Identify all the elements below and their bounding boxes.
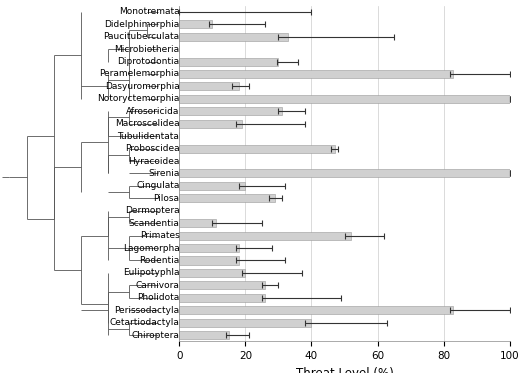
Bar bbox=[179, 294, 265, 302]
Bar bbox=[179, 33, 289, 41]
Text: Rodentia: Rodentia bbox=[139, 256, 179, 265]
Bar bbox=[179, 257, 239, 264]
Bar bbox=[179, 57, 279, 66]
Bar bbox=[179, 319, 311, 327]
Bar bbox=[179, 269, 245, 277]
Bar bbox=[179, 70, 453, 78]
Text: Eulipotyphla: Eulipotyphla bbox=[123, 269, 179, 278]
Text: Primates: Primates bbox=[140, 231, 179, 240]
Text: Afrosoricida: Afrosoricida bbox=[126, 107, 179, 116]
Bar bbox=[179, 182, 245, 190]
Text: Proboscidea: Proboscidea bbox=[125, 144, 179, 153]
Text: Sirenia: Sirenia bbox=[148, 169, 179, 178]
Text: Cingulata: Cingulata bbox=[136, 181, 179, 190]
Text: Microbiotheria: Microbiotheria bbox=[114, 45, 179, 54]
Text: Monotremata: Monotremata bbox=[119, 7, 179, 16]
Text: Scandentia: Scandentia bbox=[128, 219, 179, 228]
Bar bbox=[179, 306, 453, 314]
Bar bbox=[179, 331, 229, 339]
Bar bbox=[179, 219, 216, 227]
Text: Perissodactyla: Perissodactyla bbox=[114, 306, 179, 315]
Text: Hyracoidea: Hyracoidea bbox=[128, 157, 179, 166]
Bar bbox=[179, 120, 242, 128]
Text: Lagomorpha: Lagomorpha bbox=[123, 244, 179, 253]
Bar bbox=[179, 232, 351, 240]
Text: Macroscelidea: Macroscelidea bbox=[115, 119, 179, 128]
Bar bbox=[179, 169, 510, 178]
Text: Carnivora: Carnivora bbox=[136, 281, 179, 290]
Text: Didelphimorphia: Didelphimorphia bbox=[104, 20, 179, 29]
Text: Paucituberculata: Paucituberculata bbox=[103, 32, 179, 41]
Bar bbox=[179, 82, 239, 91]
Text: Chiroptera: Chiroptera bbox=[132, 330, 179, 339]
X-axis label: Threat Level (%): Threat Level (%) bbox=[296, 367, 393, 373]
Bar bbox=[179, 95, 510, 103]
Bar bbox=[179, 144, 334, 153]
Bar bbox=[179, 194, 275, 202]
Bar bbox=[179, 244, 239, 252]
Bar bbox=[179, 281, 265, 289]
Text: Pholidota: Pholidota bbox=[137, 293, 179, 302]
Text: Dasyuromorphia: Dasyuromorphia bbox=[105, 82, 179, 91]
Text: Tubulidentata: Tubulidentata bbox=[118, 132, 179, 141]
Bar bbox=[179, 107, 282, 115]
Text: Diprotodontia: Diprotodontia bbox=[118, 57, 179, 66]
Text: Pilosa: Pilosa bbox=[153, 194, 179, 203]
Bar bbox=[179, 20, 212, 28]
Text: Peramelemorphia: Peramelemorphia bbox=[99, 69, 179, 78]
Text: Dermoptera: Dermoptera bbox=[125, 206, 179, 215]
Text: Notoryctemorphia: Notoryctemorphia bbox=[97, 94, 179, 103]
Text: Cetartiodactyla: Cetartiodactyla bbox=[110, 318, 179, 327]
